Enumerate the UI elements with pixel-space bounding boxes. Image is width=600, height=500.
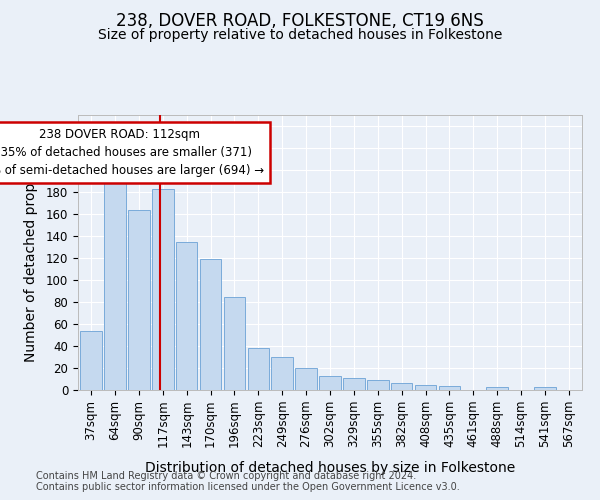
Bar: [104, 170, 126, 390]
Bar: [295, 368, 317, 390]
Bar: [534, 386, 556, 390]
Y-axis label: Number of detached properties: Number of detached properties: [23, 143, 38, 362]
Bar: [487, 386, 508, 390]
Bar: [248, 348, 269, 390]
Bar: [224, 296, 245, 390]
Bar: [343, 378, 365, 390]
Bar: [319, 376, 341, 390]
Bar: [367, 380, 389, 390]
X-axis label: Distribution of detached houses by size in Folkestone: Distribution of detached houses by size …: [145, 461, 515, 475]
Text: Size of property relative to detached houses in Folkestone: Size of property relative to detached ho…: [98, 28, 502, 42]
Text: Contains public sector information licensed under the Open Government Licence v3: Contains public sector information licen…: [36, 482, 460, 492]
Bar: [176, 242, 197, 390]
Bar: [439, 386, 460, 390]
Bar: [80, 330, 102, 390]
Text: 238 DOVER ROAD: 112sqm
← 35% of detached houses are smaller (371)
65% of semi-de: 238 DOVER ROAD: 112sqm ← 35% of detached…: [0, 128, 265, 177]
Bar: [391, 384, 412, 390]
Bar: [128, 210, 149, 390]
Text: Contains HM Land Registry data © Crown copyright and database right 2024.: Contains HM Land Registry data © Crown c…: [36, 471, 416, 481]
Bar: [415, 384, 436, 390]
Bar: [152, 188, 173, 390]
Bar: [271, 357, 293, 390]
Bar: [200, 259, 221, 390]
Text: 238, DOVER ROAD, FOLKESTONE, CT19 6NS: 238, DOVER ROAD, FOLKESTONE, CT19 6NS: [116, 12, 484, 30]
